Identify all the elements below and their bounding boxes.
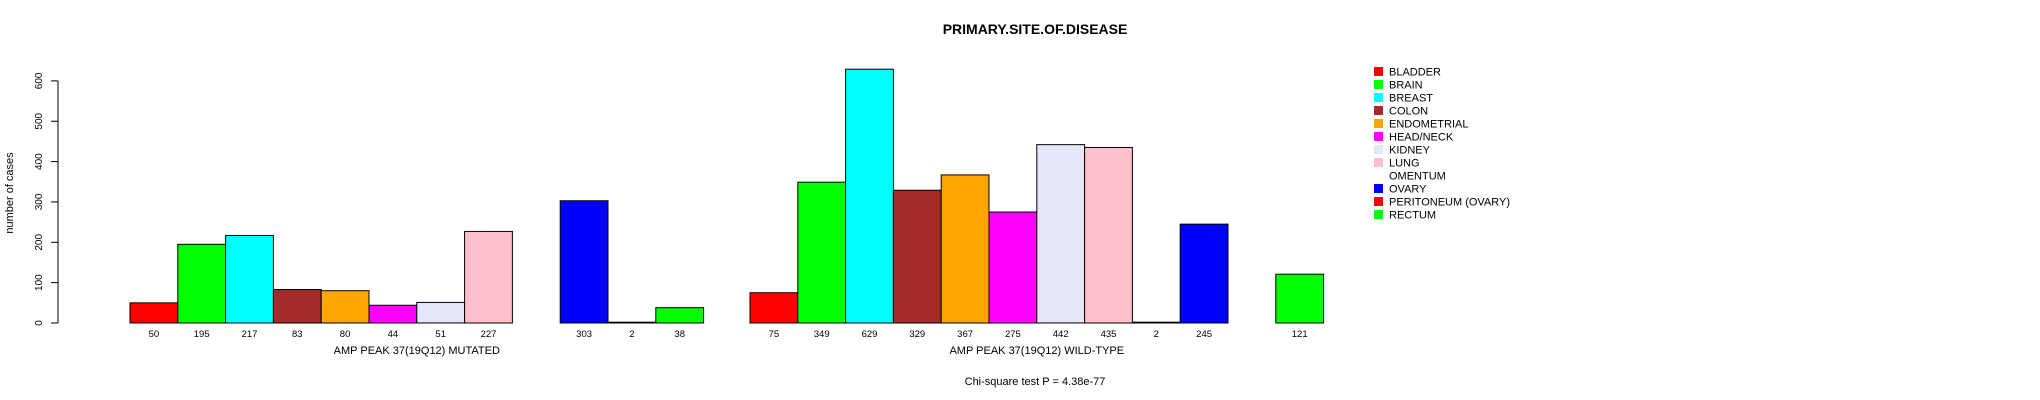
count-label: 275 [1005,329,1021,340]
legend-swatch [1374,106,1383,115]
bar-lung [464,230,513,324]
count-label: 121 [1292,329,1308,340]
legend-label: BLADDER [1389,67,1441,79]
bar-colon [892,189,942,324]
bar-rectum [655,307,705,324]
bar-bladder [129,302,179,324]
legend-swatch [1374,132,1383,141]
legend-item: LUNG [1374,158,1420,170]
bar-kidney [416,301,466,324]
legend-item: BREAST [1374,93,1433,105]
legend-swatch [1374,197,1383,206]
legend-label: OVARY [1389,184,1427,196]
legend-item: BLADDER [1374,67,1441,79]
bar-bladder [749,292,799,324]
count-label: 2 [629,329,634,340]
count-label: 442 [1053,329,1069,340]
y-tick-label: 200 [34,234,45,251]
bar-head-neck [988,211,1038,324]
group-label: AMP PEAK 37(19Q12) WILD-TYPE [949,345,1124,357]
bar-rectum [1275,273,1325,324]
legend-swatch [1374,93,1383,102]
bar-peritoneum-ovary [607,321,657,324]
chart-title: PRIMARY.SITE.OF.DISEASE [943,21,1128,37]
bar-omentum [1131,321,1181,324]
bars [129,68,1325,324]
legend-swatch [1374,210,1383,219]
count-label: 303 [576,329,592,340]
legend-label: LUNG [1389,158,1420,170]
group-label: AMP PEAK 37(19Q12) MUTATED [334,345,500,357]
legend: BLADDERBRAINBREASTCOLONENDOMETRIALHEAD/N… [1374,67,1510,222]
legend-swatch [1374,80,1383,89]
count-label: 51 [435,329,446,340]
count-label: 38 [674,329,685,340]
bar-head-neck [368,304,418,324]
legend-label: OMENTUM [1389,171,1446,183]
legend-item: COLON [1374,106,1428,118]
y-tick-label: 600 [34,72,45,89]
bar-lung [1084,146,1133,324]
legend-item: ENDOMETRIAL [1374,119,1468,131]
bar-breast [225,234,274,324]
count-label: 80 [340,329,351,340]
y-tick-label: 100 [34,274,45,291]
bar-breast [845,68,894,324]
count-labels: 50 195 217 83 80 44 51 227 303 2 38 75 349 629 329 367 2… [149,329,1308,340]
count-label: 349 [814,329,830,340]
count-label: 629 [862,329,878,340]
bar-endometrial [320,290,370,324]
legend-item: OVARY [1374,184,1427,196]
y-tick-label: 0 [34,320,45,326]
legend-label: ENDOMETRIAL [1389,119,1468,131]
bar-ovary [1179,223,1229,324]
legend-item: BRAIN [1374,80,1423,92]
legend-item: OMENTUM [1374,171,1446,183]
legend-label: BREAST [1389,93,1433,105]
group-labels: AMP PEAK 37(19Q12) MUTATED AMP PEAK 37(19… [334,345,1124,357]
count-label: 44 [388,329,399,340]
count-label: 227 [481,329,497,340]
count-label: 75 [769,329,780,340]
bar-endometrial [940,174,990,324]
legend-swatch [1374,119,1383,128]
legend-label: COLON [1389,106,1428,118]
count-label: 217 [242,329,258,340]
legend-label: PERITONEUM (OVARY) [1389,197,1510,209]
legend-label: KIDNEY [1389,145,1431,157]
y-tick-label: 500 [34,112,45,129]
bar-brain [797,181,847,324]
legend-item: KIDNEY [1374,145,1431,157]
y-tick-label: 300 [34,193,45,210]
legend-item: RECTUM [1374,210,1436,222]
legend-item: HEAD/NECK [1374,132,1454,144]
bar-ovary [559,200,609,324]
bar-kidney [1036,144,1086,324]
bar-colon [272,289,322,324]
legend-swatch [1374,171,1383,180]
bar-brain [177,243,227,324]
legend-swatch [1374,67,1383,76]
legend-swatch [1374,145,1383,154]
count-label: 195 [194,329,210,340]
legend-item: PERITONEUM (OVARY) [1374,197,1510,209]
y-axis: 0 100 200 300 400 500 600 [34,72,59,326]
legend-label: HEAD/NECK [1389,132,1454,144]
count-label: 50 [149,329,160,340]
legend-swatch [1374,184,1383,193]
legend-label: BRAIN [1389,80,1423,92]
y-tick-label: 400 [34,153,45,170]
count-label: 83 [292,329,303,340]
legend-label: RECTUM [1389,210,1436,222]
count-label: 2 [1154,329,1159,340]
count-label: 435 [1101,329,1117,340]
count-label: 329 [909,329,925,340]
y-axis-label: number of cases [4,152,16,234]
chi-square-footer: Chi-square test P = 4.38e-77 [965,376,1106,388]
count-label: 245 [1196,329,1212,340]
legend-swatch [1374,158,1383,167]
count-label: 367 [957,329,973,340]
